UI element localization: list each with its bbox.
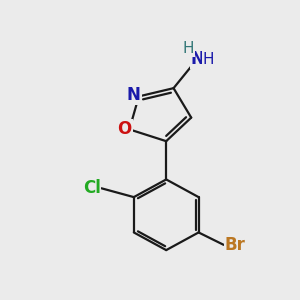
Text: N: N (191, 50, 205, 68)
Text: H: H (202, 52, 214, 67)
Text: H: H (182, 41, 194, 56)
Text: Cl: Cl (83, 179, 101, 197)
Text: N: N (127, 86, 140, 104)
Text: O: O (117, 120, 131, 138)
Text: Br: Br (224, 236, 245, 254)
